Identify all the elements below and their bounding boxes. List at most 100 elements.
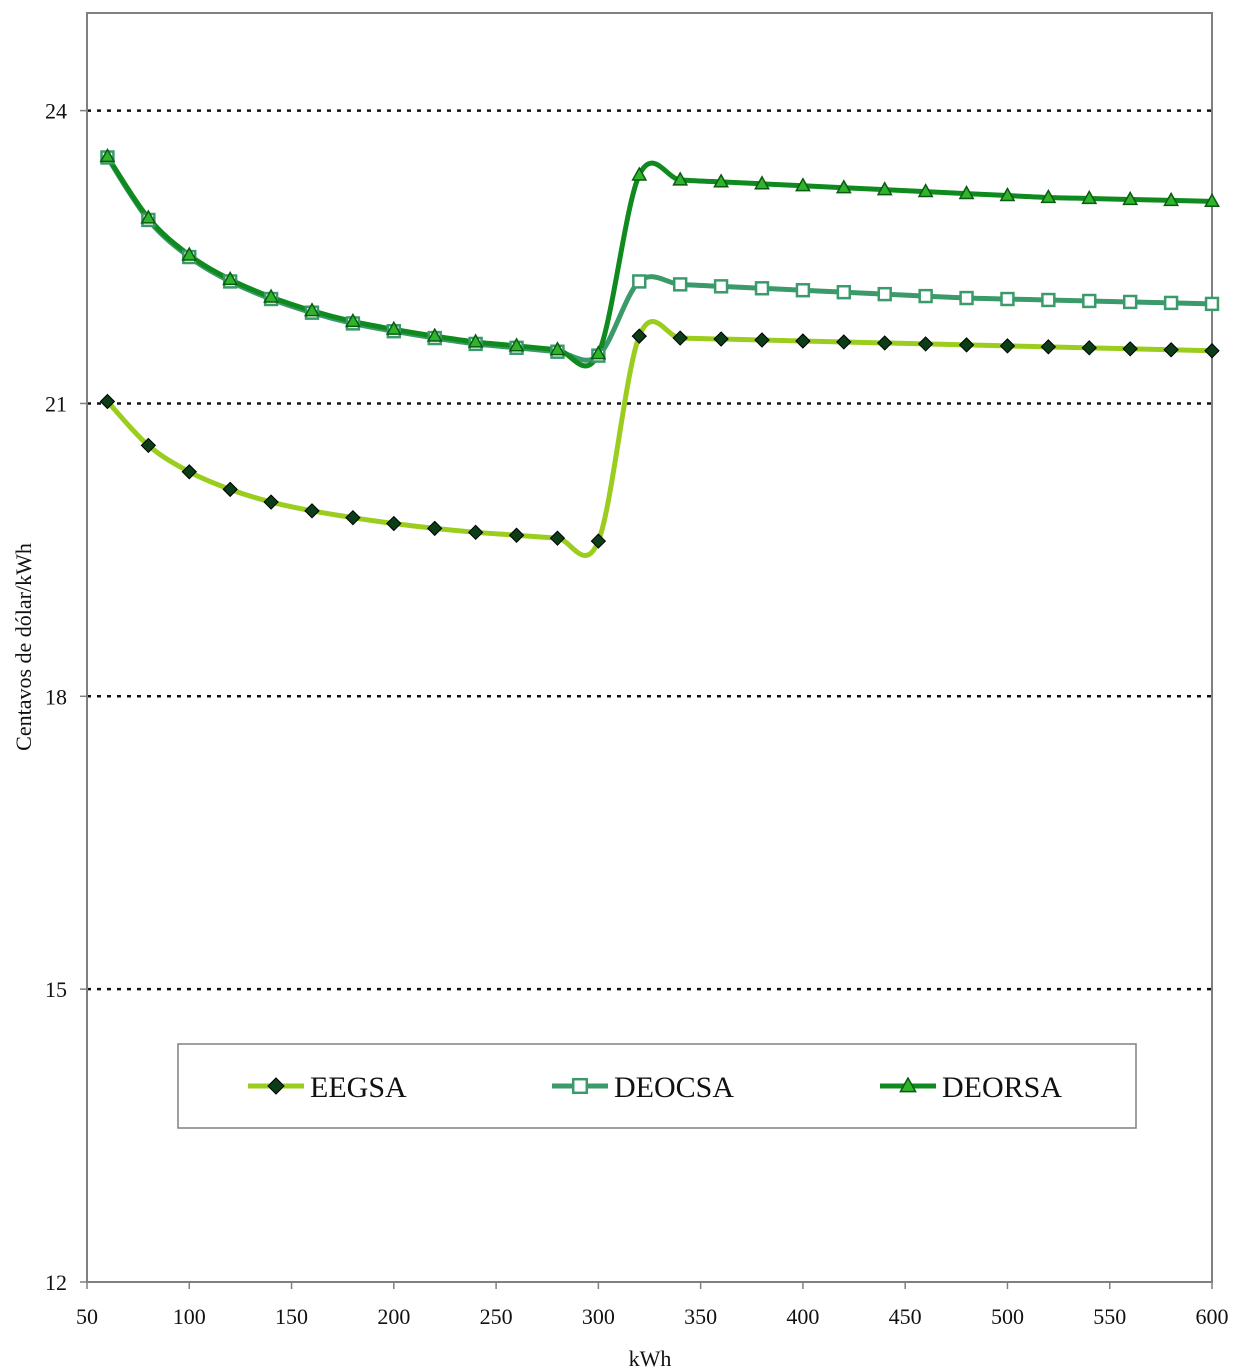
series-line-deorsa <box>105 155 1213 369</box>
data-point-eegsa <box>713 331 729 347</box>
data-point-deorsa <box>99 147 116 163</box>
data-point-eegsa <box>549 530 566 546</box>
y-axis: 12 15 18 21 24 <box>45 99 87 1295</box>
data-point-deorsa <box>917 183 934 198</box>
data-point-deorsa <box>304 302 320 317</box>
data-point-eegsa <box>795 333 811 349</box>
data-point-deorsa <box>222 270 239 286</box>
data-point-deorsa <box>467 333 484 348</box>
data-point-deorsa <box>1122 190 1139 206</box>
data-point-deocsa <box>1000 291 1015 307</box>
data-point-deorsa <box>713 173 730 188</box>
data-point-deorsa <box>263 288 280 303</box>
data-point-deorsa <box>672 171 689 186</box>
data-point-eegsa <box>345 509 361 526</box>
data-point-eegsa <box>1163 342 1179 358</box>
data-point-deocsa <box>959 290 974 306</box>
data-point-deorsa <box>876 181 893 196</box>
data-point-deorsa <box>631 166 648 181</box>
x-tick-label: 50 <box>76 1304 98 1329</box>
x-tick-label: 100 <box>173 1304 206 1329</box>
legend-marker-deocsa <box>571 1077 589 1095</box>
plot-area-frame <box>86 12 1213 1283</box>
data-point-deocsa <box>795 283 811 298</box>
legend-marker-deorsa <box>899 1076 917 1093</box>
legend-label-deocsa: DEOCSA <box>614 1071 734 1104</box>
data-point-deorsa <box>794 177 811 192</box>
y-tick-label: 24 <box>45 99 67 124</box>
data-point-deorsa <box>140 209 157 224</box>
legend: EEGSA DEOCSA DEORSA <box>177 1043 1137 1129</box>
x-axis: 50 100 150 200 250 300 350 400 450 500 550 600 <box>76 1282 1229 1329</box>
data-point-deorsa <box>1040 188 1057 204</box>
data-point-eegsa <box>754 332 770 348</box>
data-point-eegsa <box>140 437 157 454</box>
data-point-deocsa <box>672 277 688 292</box>
data-point-deocsa <box>754 281 770 296</box>
x-axis-title: kWh <box>629 1346 672 1371</box>
data-point-deocsa <box>918 288 933 304</box>
data-point-deorsa <box>181 246 198 261</box>
data-point-deorsa <box>754 175 770 190</box>
data-point-eegsa <box>1204 343 1220 359</box>
data-point-deorsa <box>549 341 566 356</box>
legend-label-deorsa: DEORSA <box>942 1071 1062 1104</box>
data-point-deocsa <box>836 284 852 300</box>
x-tick-label: 200 <box>377 1304 410 1329</box>
data-point-deorsa <box>426 327 443 342</box>
data-point-deorsa <box>958 185 975 200</box>
data-point-eegsa <box>181 464 197 480</box>
data-point-eegsa <box>386 515 402 532</box>
data-point-eegsa <box>222 481 238 498</box>
data-point-eegsa <box>508 527 525 543</box>
series-line-deocsa <box>105 156 1213 363</box>
data-point-eegsa <box>467 524 484 541</box>
data-point-deocsa <box>1163 295 1179 311</box>
data-point-deocsa <box>1082 293 1097 309</box>
data-point-eegsa <box>999 338 1016 354</box>
gridlines <box>87 109 1212 991</box>
x-tick-label: 500 <box>991 1304 1024 1329</box>
series-line-eegsa <box>105 319 1213 558</box>
y-tick-label: 21 <box>45 391 67 416</box>
data-point-eegsa <box>836 334 852 350</box>
legend-marker-eegsa <box>267 1077 285 1095</box>
x-tick-label: 250 <box>480 1304 513 1329</box>
y-tick-label: 18 <box>45 684 67 709</box>
data-point-eegsa <box>1122 341 1138 357</box>
data-point-eegsa <box>958 337 975 353</box>
data-point-deorsa <box>590 345 607 360</box>
x-tick-label: 300 <box>582 1304 615 1329</box>
data-point-deorsa <box>1163 191 1180 207</box>
data-point-deorsa <box>508 337 525 352</box>
data-point-deorsa <box>1204 192 1220 208</box>
data-point-eegsa <box>917 336 934 352</box>
data-point-eegsa <box>1040 339 1057 355</box>
data-point-eegsa <box>304 503 320 519</box>
legend-box <box>177 1043 1137 1129</box>
legend-label-eegsa: EEGSA <box>310 1071 407 1104</box>
y-tick-label: 12 <box>45 1270 67 1295</box>
x-tick-label: 450 <box>889 1304 922 1329</box>
data-point-eegsa <box>99 393 116 410</box>
x-tick-label: 150 <box>275 1304 308 1329</box>
x-tick-label: 550 <box>1093 1304 1126 1329</box>
data-point-eegsa <box>631 328 647 344</box>
data-point-deocsa <box>877 286 892 302</box>
data-point-deocsa <box>632 274 647 289</box>
series-markers <box>99 147 1220 549</box>
data-point-deorsa <box>344 312 361 328</box>
data-point-deocsa <box>1204 296 1220 312</box>
data-point-eegsa <box>590 533 607 549</box>
data-point-eegsa <box>1081 340 1097 356</box>
y-tick-label: 15 <box>45 977 67 1002</box>
series-lines <box>105 155 1213 558</box>
data-point-deorsa <box>999 187 1016 202</box>
data-point-eegsa <box>427 520 443 537</box>
data-point-deorsa <box>1081 189 1098 205</box>
x-tick-label: 600 <box>1196 1304 1229 1329</box>
y-axis-title: Centavos de dólar/kWh <box>11 543 36 751</box>
x-tick-label: 350 <box>684 1304 717 1329</box>
data-point-deocsa <box>713 279 729 294</box>
